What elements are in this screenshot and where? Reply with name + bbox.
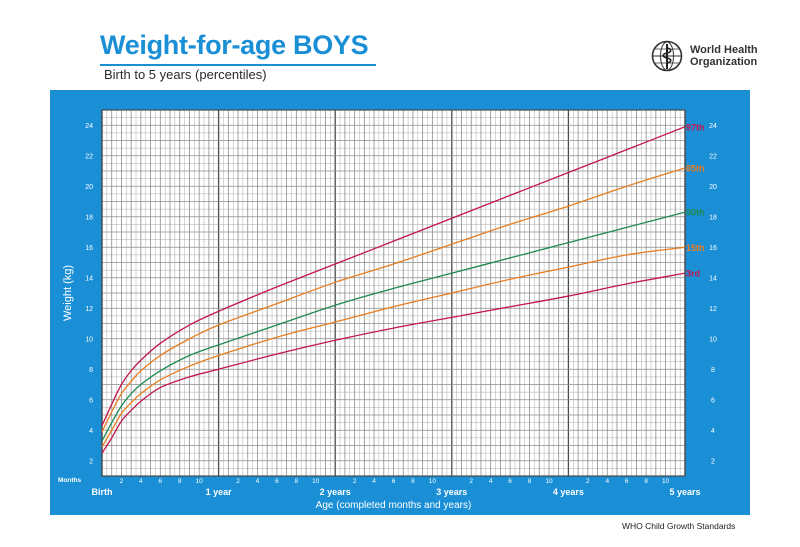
y-tick-label-right: 22 — [709, 153, 717, 160]
x-months-label: Months — [58, 477, 81, 484]
page-subtitle: Birth to 5 years (percentiles) — [104, 67, 267, 82]
x-minor-tick-label: 10 — [429, 478, 437, 485]
y-tick-label-right: 14 — [709, 275, 717, 282]
x-minor-tick-label: 4 — [372, 478, 376, 485]
series-line-15th — [101, 246, 686, 448]
footer-credit: WHO Child Growth Standards — [622, 521, 736, 531]
y-tick-label-left: 24 — [85, 123, 93, 130]
y-tick-label-left: 2 — [89, 458, 93, 465]
x-year-tick-label: Birth — [92, 487, 113, 497]
y-tick-label-left: 22 — [85, 153, 93, 160]
x-minor-tick-label: 2 — [586, 478, 590, 485]
y-tick-label-left: 12 — [85, 306, 93, 313]
x-minor-tick-label: 10 — [196, 478, 204, 485]
series-label-15th: 15th — [686, 243, 705, 253]
x-year-tick-label: 5 years — [669, 487, 700, 497]
y-tick-label-right: 16 — [709, 245, 717, 252]
y-tick-label-right: 18 — [709, 214, 717, 221]
x-minor-tick-label: 4 — [256, 478, 260, 485]
y-tick-label-right: 24 — [709, 123, 717, 130]
series-line-50th — [101, 211, 686, 442]
x-minor-tick-label: 8 — [411, 478, 415, 485]
y-axis-label: Weight (kg) — [62, 265, 74, 321]
x-minor-tick-label: 8 — [644, 478, 648, 485]
series-line-3rd — [101, 272, 686, 454]
y-tick-label-left: 14 — [85, 275, 93, 282]
x-minor-tick-label: 6 — [158, 478, 162, 485]
y-tick-label-right: 2 — [711, 458, 715, 465]
y-tick-label-left: 4 — [89, 428, 93, 435]
series-line-97th — [101, 126, 686, 426]
x-minor-tick-label: 4 — [139, 478, 143, 485]
plot-border — [101, 109, 686, 477]
series-line-85th — [101, 167, 686, 433]
x-minor-tick-label: 6 — [392, 478, 396, 485]
page-title: Weight-for-age BOYS — [100, 30, 369, 60]
x-axis-label: Age (completed months and years) — [316, 500, 472, 511]
y-tick-label-right: 20 — [709, 184, 717, 191]
x-year-tick-label: 4 years — [553, 487, 584, 497]
x-minor-tick-label: 10 — [662, 478, 670, 485]
x-minor-tick-label: 6 — [625, 478, 629, 485]
series-label-50th: 50th — [686, 208, 705, 218]
x-minor-tick-label: 6 — [275, 478, 279, 485]
y-tick-label-right: 6 — [711, 397, 715, 404]
y-tick-label-left: 18 — [85, 214, 93, 221]
y-tick-label-left: 16 — [85, 245, 93, 252]
who-emblem-icon — [651, 40, 683, 72]
y-tick-label-right: 8 — [711, 367, 715, 374]
x-minor-tick-label: 8 — [295, 478, 299, 485]
x-minor-tick-label: 4 — [489, 478, 493, 485]
y-tick-label-left: 20 — [85, 184, 93, 191]
title-underline — [100, 64, 376, 66]
series-label-97th: 97th — [686, 122, 705, 132]
x-minor-tick-label: 2 — [469, 478, 473, 485]
x-minor-tick-label: 4 — [605, 478, 609, 485]
y-tick-label-left: 10 — [85, 336, 93, 343]
x-minor-tick-label: 2 — [353, 478, 357, 485]
x-minor-tick-label: 2 — [236, 478, 240, 485]
y-tick-label-left: 8 — [89, 367, 93, 374]
series-label-3rd: 3rd — [686, 269, 700, 279]
x-minor-tick-label: 10 — [312, 478, 320, 485]
organization-name: World Health Organization — [690, 44, 770, 68]
grid-lines — [101, 109, 686, 477]
x-minor-tick-label: 8 — [528, 478, 532, 485]
x-year-tick-label: 3 years — [436, 487, 467, 497]
y-tick-label-left: 6 — [89, 397, 93, 404]
y-tick-label-right: 10 — [709, 336, 717, 343]
x-minor-tick-label: 10 — [545, 478, 553, 485]
org-line-2: Organization — [690, 56, 758, 68]
x-minor-tick-label: 2 — [120, 478, 124, 485]
org-line-1: World Health — [690, 44, 758, 56]
x-year-tick-label: 1 year — [206, 487, 233, 497]
x-minor-tick-label: 8 — [178, 478, 182, 485]
y-tick-label-right: 12 — [709, 306, 717, 313]
series-label-85th: 85th — [686, 163, 705, 173]
x-year-tick-label: 2 years — [320, 487, 351, 497]
y-tick-label-right: 4 — [711, 428, 715, 435]
x-minor-tick-label: 6 — [508, 478, 512, 485]
